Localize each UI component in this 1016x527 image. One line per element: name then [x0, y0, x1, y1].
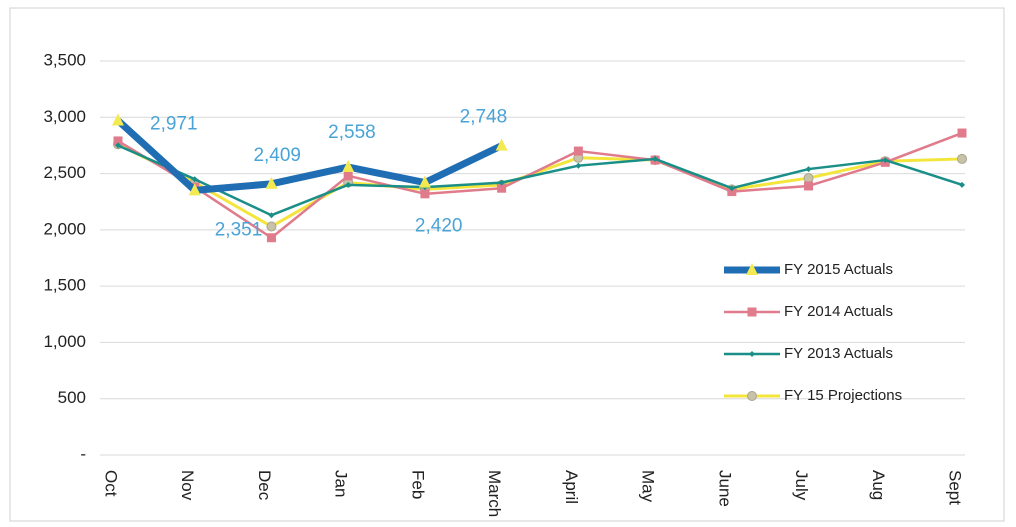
marker	[803, 173, 814, 184]
y-tick-label: 1,500	[43, 276, 86, 295]
marker	[113, 136, 123, 146]
marker	[418, 175, 431, 188]
marker	[342, 160, 355, 173]
marker	[728, 185, 735, 192]
marker	[497, 183, 507, 193]
marker	[959, 181, 965, 188]
marker	[268, 212, 275, 219]
marker	[882, 157, 889, 164]
x-tick-label: Nov	[178, 470, 197, 501]
marker	[115, 142, 121, 149]
y-tick-label: 500	[58, 388, 86, 407]
marker	[112, 113, 124, 126]
legend-label: FY 2013 Actuals	[784, 345, 893, 362]
legend-marker	[747, 391, 757, 401]
marker	[266, 221, 277, 232]
marker	[265, 176, 278, 189]
legend-marker	[747, 307, 757, 317]
marker	[191, 176, 198, 183]
x-tick-label: March	[485, 470, 504, 517]
data-label: 2,748	[460, 107, 508, 128]
y-tick-label: 3,500	[43, 50, 86, 69]
data-label: 2,351	[215, 219, 263, 240]
data-label: 2,558	[328, 122, 376, 143]
y-tick-label: 1,000	[43, 332, 86, 351]
marker	[957, 128, 967, 138]
legend-label: FY 15 Projections	[784, 387, 902, 404]
data-label: 2,420	[415, 216, 463, 237]
y-tick-label: 2,500	[43, 163, 86, 182]
legend-marker	[749, 351, 755, 357]
x-tick-label: July	[792, 470, 811, 501]
series-line	[117, 144, 963, 217]
legend-marker	[746, 263, 758, 275]
marker	[575, 162, 582, 169]
marker	[498, 179, 505, 186]
series-line	[117, 131, 963, 239]
x-tick-label: Feb	[408, 470, 427, 499]
legend-label: FY 2015 Actuals	[784, 261, 893, 278]
marker	[804, 181, 814, 191]
marker	[495, 138, 508, 151]
x-tick-label: April	[562, 470, 581, 504]
marker	[420, 189, 430, 199]
data-label: 2,971	[150, 114, 198, 135]
marker	[652, 155, 659, 162]
marker	[805, 166, 812, 173]
y-tick-label: 2,000	[43, 219, 86, 238]
x-tick-label: Aug	[869, 470, 888, 500]
marker	[957, 153, 967, 164]
y-tick-label: 3,000	[43, 107, 86, 126]
x-tick-label: Dec	[255, 470, 274, 501]
x-tick-label: June	[715, 470, 734, 507]
x-tick-label: Jan	[332, 470, 351, 497]
data-label: 2,409	[253, 145, 301, 166]
x-tick-label: Sept	[946, 470, 965, 505]
marker	[343, 171, 353, 181]
chart-frame	[9, 7, 1005, 522]
x-tick-label: Oct	[102, 470, 121, 497]
legend-label: FY 2014 Actuals	[784, 303, 893, 320]
marker	[573, 146, 583, 156]
x-tick-label: May	[639, 470, 658, 503]
marker	[266, 233, 276, 243]
marker	[727, 187, 737, 197]
marker	[345, 181, 352, 188]
series-line	[117, 142, 963, 228]
marker	[188, 183, 201, 196]
y-tick-label: -	[80, 444, 86, 463]
series-line	[115, 117, 504, 194]
